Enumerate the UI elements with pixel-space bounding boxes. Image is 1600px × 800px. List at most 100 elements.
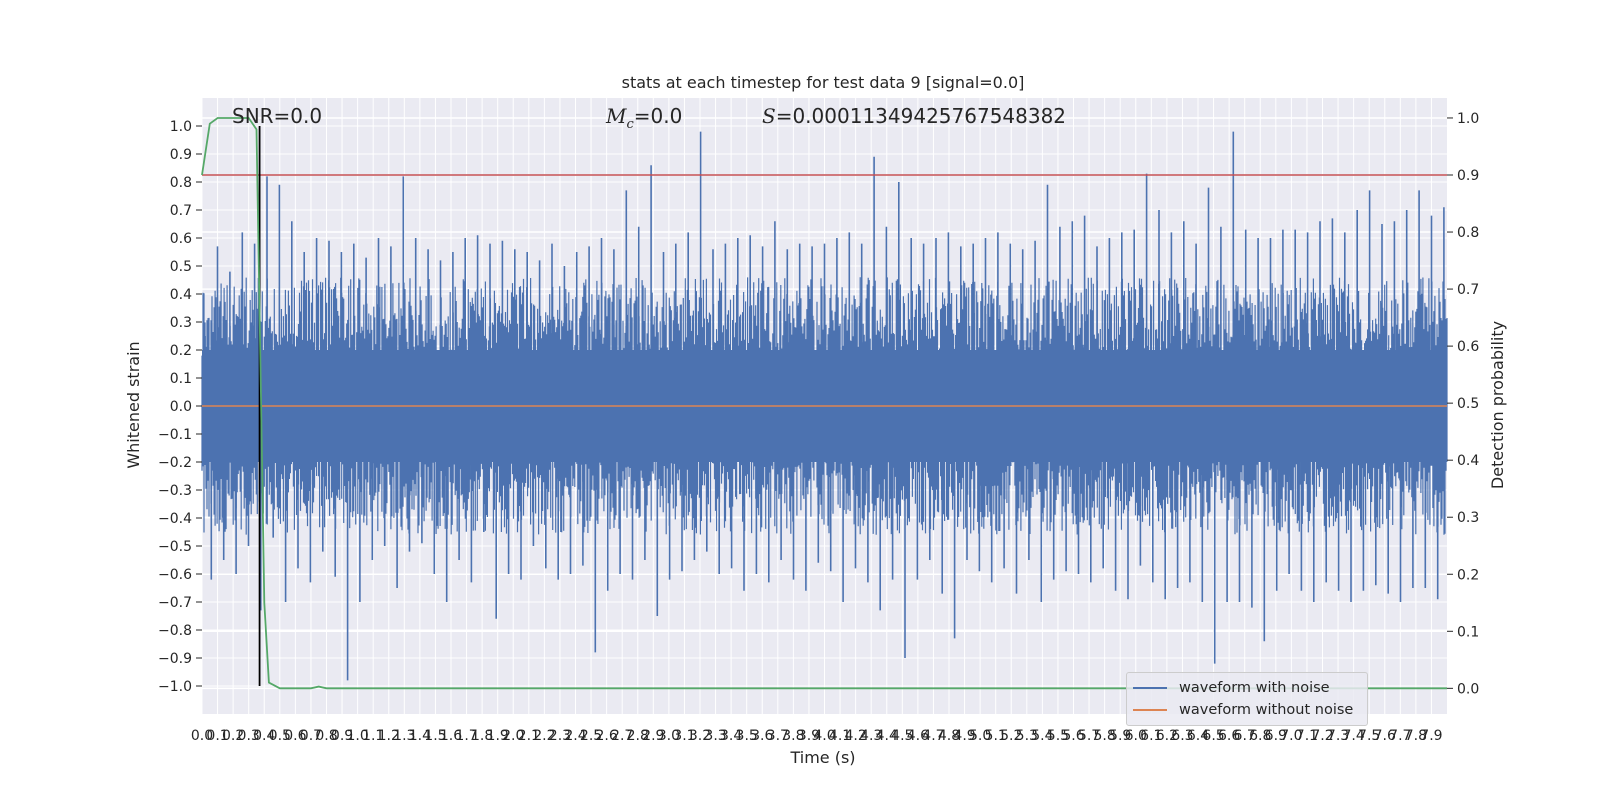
y-tick-label: −1.0 [158,679,192,695]
x-tick-label: 6.2 [1156,728,1178,744]
x-tick-label: 1.0 [346,728,368,744]
x-tick-label: 2.3 [549,728,571,744]
y2-tick-label: 0.8 [1457,225,1479,241]
x-tick-label: 6.4 [1187,728,1209,744]
series-detection-probability [201,117,1447,690]
x-tick-label: 6.9 [1265,728,1287,744]
s-symbol: S [762,104,776,128]
x-tick-label: 6.7 [1234,728,1256,744]
x-tick-label: 6.0 [1125,728,1147,744]
x-tick-label: 6.5 [1202,728,1224,744]
x-tick-label: 7.5 [1358,728,1380,744]
x-tick-label: 6.1 [1140,728,1162,744]
y-tick-label: −0.2 [158,455,192,471]
y-tick-label: −0.5 [158,539,192,555]
x-tick-label: 5.5 [1047,728,1069,744]
x-tick-label: 7.3 [1327,728,1349,744]
x-tick-label: 1.9 [487,728,509,744]
x-tick-label: 0.9 [331,728,353,744]
x-tick-label: 5.8 [1093,728,1115,744]
chirp-mass-symbol: M [606,104,627,128]
y2-tick-label: 0.9 [1457,168,1479,184]
x-tick-label: 1.6 [440,728,462,744]
y-tick-label: −0.9 [158,651,192,667]
legend-swatch [1133,709,1167,711]
y2-tick-label: 0.6 [1457,339,1479,355]
x-tick-label: 3.2 [689,728,711,744]
x-tick-label: 2.0 [502,728,524,744]
x-tick-label: 0.2 [222,728,244,744]
x-tick-label: 7.1 [1296,728,1318,744]
x-tick-label: 5.2 [1000,728,1022,744]
x-tick-label: 0.3 [238,728,260,744]
chirp-mass-value: =0.0 [633,104,683,128]
x-tick-label: 0.0 [191,728,213,744]
y2-tick-label: 0.1 [1457,624,1479,640]
y2-tick-label: 0.2 [1457,567,1479,583]
y-tick-label: 0.2 [170,343,192,359]
x-tick-label: 5.7 [1078,728,1100,744]
x-tick-label: 3.3 [704,728,726,744]
x-tick-label: 4.4 [876,728,898,744]
x-tick-label: 6.3 [1171,728,1193,744]
legend-label: waveform with noise [1179,680,1330,696]
y-tick-label: 0.1 [170,371,192,387]
legend-item: waveform without noise [1133,700,1353,720]
x-tick-label: 1.7 [455,728,477,744]
x-tick-label: 4.5 [891,728,913,744]
legend-item: waveform with noise [1133,678,1330,698]
x-tick-label: 4.3 [860,728,882,744]
y2-tick-label: 0.4 [1457,453,1479,469]
y-tick-label: −0.7 [158,595,192,611]
y-tick-label: 0.4 [170,287,192,303]
y-tick-label: 0.7 [170,203,192,219]
x-axis-label: Time (s) [789,748,855,767]
y2-axis-label: Detection probability [1488,321,1507,489]
y2-tick-label: 0.7 [1457,282,1479,298]
y-tick-label: −0.1 [158,427,192,443]
x-tick-label: 3.4 [720,728,742,744]
chirp-mass-annotation: Mc=0.0 [606,104,682,132]
x-tick-label: 7.6 [1374,728,1396,744]
x-tick-label: 5.1 [985,728,1007,744]
x-tick-label: 3.0 [658,728,680,744]
x-tick-label: 5.3 [1016,728,1038,744]
x-tick-label: 0.8 [315,728,337,744]
x-tick-label: 4.9 [953,728,975,744]
x-tick-label: 2.5 [580,728,602,744]
y-tick-label: −0.4 [158,511,192,527]
x-tick-label: 1.4 [409,728,431,744]
x-tick-label: 0.7 [300,728,322,744]
x-tick-label: 2.6 [595,728,617,744]
x-tick-label: 3.8 [782,728,804,744]
x-tick-label: 7.8 [1405,728,1427,744]
x-tick-label: 6.8 [1249,728,1271,744]
x-tick-label: 0.1 [206,728,228,744]
chart-title: stats at each timestep for test data 9 [… [622,73,1025,92]
x-tick-label: 4.1 [829,728,851,744]
y-tick-label: 1.0 [170,119,192,135]
x-tick-label: 1.1 [362,728,384,744]
x-tick-label: 7.2 [1311,728,1333,744]
x-tick-label: 2.4 [564,728,586,744]
x-tick-label: 0.4 [253,728,275,744]
y-tick-label: −0.3 [158,483,192,499]
axis-ticks: 0.00.10.20.30.40.50.60.70.80.91.01.11.21… [158,111,1479,744]
x-tick-label: 7.0 [1280,728,1302,744]
x-tick-label: 3.6 [751,728,773,744]
x-tick-label: 3.5 [736,728,758,744]
overlay-lines [201,117,1447,690]
x-tick-label: 5.4 [1031,728,1053,744]
y-tick-label: 0.9 [170,147,192,163]
x-tick-label: 5.0 [969,728,991,744]
x-tick-label: 2.8 [627,728,649,744]
legend: waveform with noise waveform without noi… [1126,672,1368,726]
s-value: =0.00011349425767548382 [775,104,1067,128]
x-tick-label: 2.9 [642,728,664,744]
y-tick-label: −0.8 [158,623,192,639]
x-tick-label: 3.9 [798,728,820,744]
x-tick-label: 2.2 [533,728,555,744]
y-axis-label: Whitened strain [124,341,143,468]
